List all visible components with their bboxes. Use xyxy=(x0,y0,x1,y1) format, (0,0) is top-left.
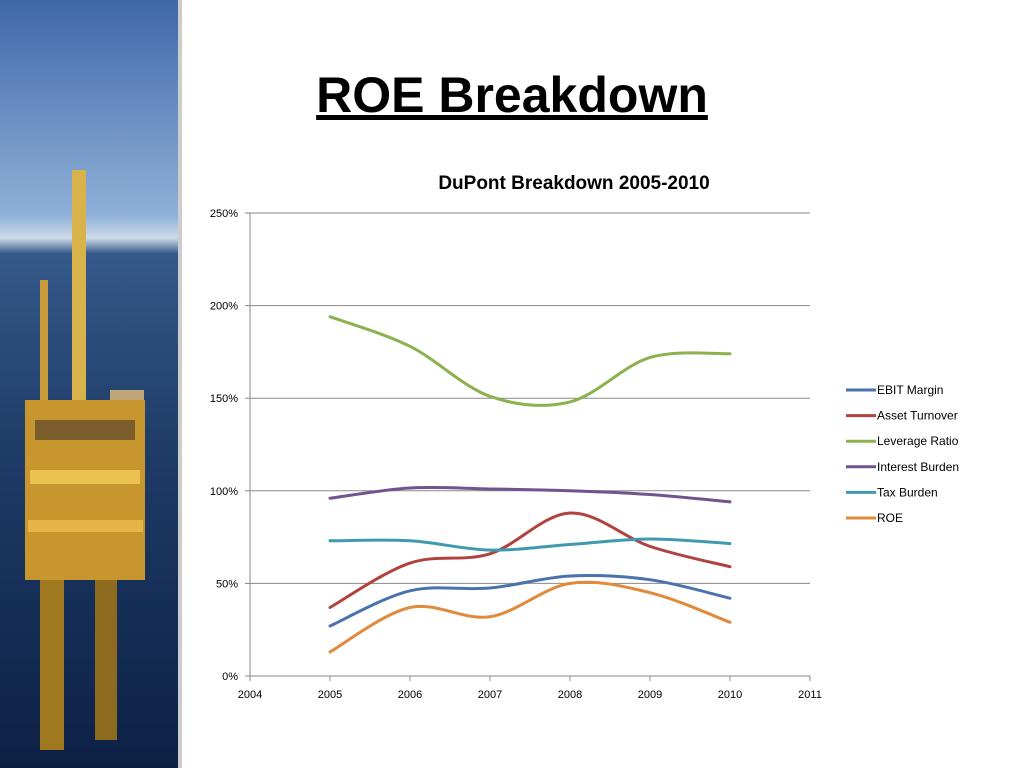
slide-title: ROE Breakdown xyxy=(316,67,708,123)
x-tick-label: 2008 xyxy=(558,689,582,701)
legend-label: Asset Turnover xyxy=(877,409,958,423)
x-tick-label: 2005 xyxy=(318,689,342,701)
legend-label: Tax Burden xyxy=(877,485,938,499)
side-divider xyxy=(178,0,182,768)
y-tick-label: 150% xyxy=(210,393,238,405)
x-tick-label: 2004 xyxy=(238,689,262,701)
x-tick-label: 2009 xyxy=(638,689,662,701)
legend-label: EBIT Margin xyxy=(877,383,943,397)
y-tick-label: 50% xyxy=(216,578,238,590)
x-tick-label: 2007 xyxy=(478,689,502,701)
legend-label: Leverage Ratio xyxy=(877,434,959,448)
oil-rig-photo xyxy=(0,0,180,768)
series-line-asset-turnover xyxy=(328,511,732,609)
x-tick-label: 2010 xyxy=(718,689,742,701)
legend-label: Interest Burden xyxy=(877,460,959,474)
x-tick-label: 2006 xyxy=(398,689,422,701)
x-tick-label: 2011 xyxy=(798,689,822,701)
series-line-leverage-ratio xyxy=(328,315,732,407)
series-line-interest-burden xyxy=(328,485,732,504)
y-tick-label: 250% xyxy=(210,208,238,220)
y-tick-label: 0% xyxy=(222,671,238,683)
y-tick-label: 100% xyxy=(210,486,238,498)
oil-rig-illustration xyxy=(25,170,145,750)
series-line-tax-burden xyxy=(328,537,732,552)
chart-title: DuPont Breakdown 2005-2010 xyxy=(438,173,709,194)
legend-label: ROE xyxy=(877,511,903,525)
y-tick-label: 200% xyxy=(210,301,238,313)
series-line-ebit-margin xyxy=(328,573,732,628)
series-line-roe xyxy=(328,580,732,654)
